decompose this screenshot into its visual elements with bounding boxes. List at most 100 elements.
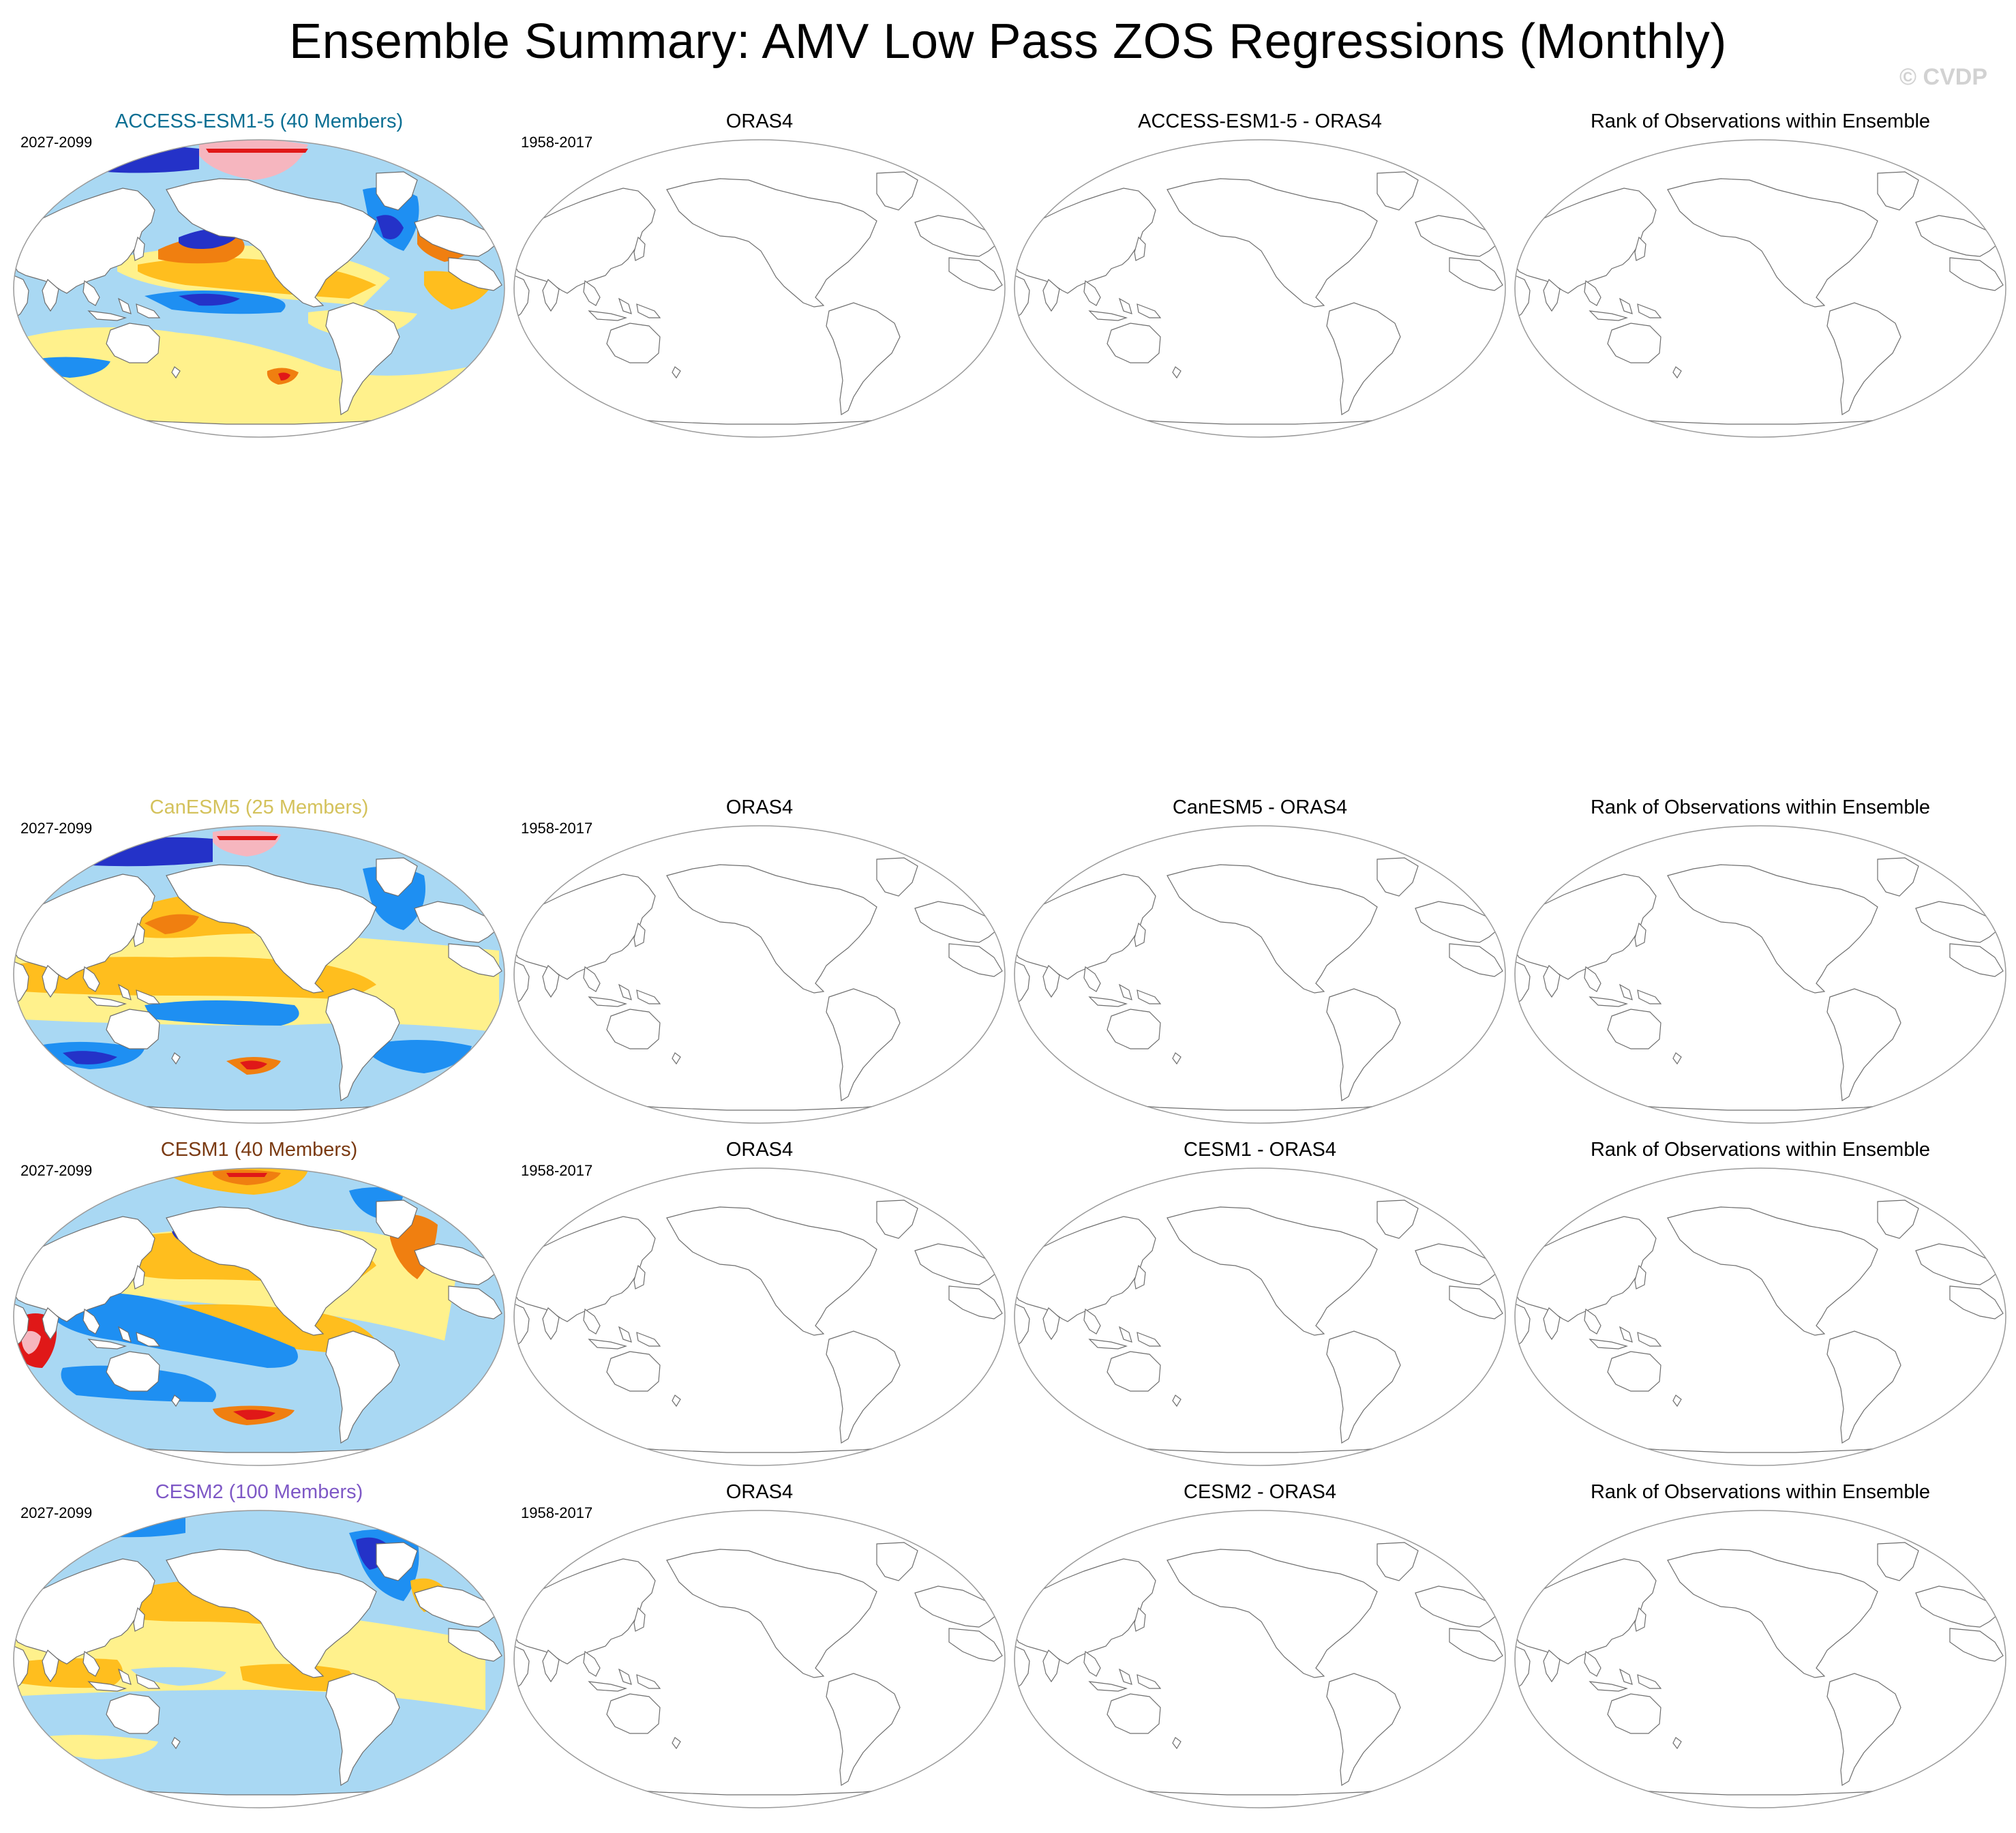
- robinson-map: [1514, 1167, 2006, 1466]
- robinson-map: [513, 139, 1006, 438]
- map-outline: [13, 1510, 505, 1808]
- panel-title: ORAS4: [725, 1139, 794, 1161]
- map-outline: [13, 1167, 505, 1466]
- difference-panel: CESM1 - ORAS4: [1009, 1139, 1511, 1473]
- field-contour: [363, 1040, 472, 1073]
- robinson-map: [513, 1510, 1006, 1808]
- coastlines: [514, 171, 1003, 437]
- period-label: 2027-2099: [20, 820, 93, 837]
- robinson-map: [1014, 139, 1506, 438]
- coastlines: [1515, 1542, 2004, 1808]
- robinson-map: [1014, 825, 1506, 1124]
- field-contour: [233, 1410, 275, 1420]
- difference-panel: ACCESS-ESM1-5 - ORAS4: [1009, 110, 1511, 445]
- map-outline: [1514, 825, 2006, 1124]
- map-outline: [1014, 139, 1506, 438]
- map-outline: [1014, 1167, 1506, 1466]
- coastlines: [1515, 171, 2004, 437]
- panel-title: CESM2 - ORAS4: [1184, 1481, 1336, 1503]
- period-label: 1958-2017: [521, 1504, 593, 1521]
- map-outline: [513, 825, 1006, 1124]
- period-label: 1958-2017: [521, 134, 593, 151]
- map-outline: [1514, 1167, 2006, 1466]
- panel-title: ACCESS-ESM1-5 - ORAS4: [1138, 110, 1382, 132]
- coastlines: [1014, 171, 1503, 437]
- rank-panel: Rank of Observations within Ensemble: [1509, 1139, 2011, 1473]
- model-panel: CESM1 (40 Members) 2027-2099: [8, 1139, 510, 1473]
- panel-title: ACCESS-ESM1-5 (40 Members): [115, 110, 404, 132]
- rank-panel: Rank of Observations within Ensemble: [1509, 796, 2011, 1131]
- panel-title: CanESM5 - ORAS4: [1172, 796, 1348, 818]
- panel-title: ORAS4: [725, 796, 794, 818]
- map-outline: [513, 139, 1006, 438]
- robinson-map: [13, 1510, 505, 1808]
- robinson-map: [13, 139, 505, 438]
- map-outline: [1014, 1510, 1506, 1808]
- panel-title: CESM1 (40 Members): [160, 1139, 358, 1161]
- field-contour: [21, 1330, 41, 1354]
- robinson-map: [513, 825, 1006, 1124]
- difference-panel: CanESM5 - ORAS4: [1009, 796, 1511, 1131]
- coastlines: [514, 1542, 1003, 1808]
- field-contour: [63, 1051, 117, 1064]
- panel-title: ORAS4: [725, 1481, 794, 1503]
- obs-panel: ORAS4 1958-2017: [509, 1481, 1010, 1815]
- map-outline: [1514, 1510, 2006, 1808]
- coastlines: [1515, 1199, 2004, 1465]
- obs-panel: ORAS4 1958-2017: [509, 110, 1010, 445]
- obs-panel: ORAS4 1958-2017: [509, 1139, 1010, 1473]
- panel-title: Rank of Observations within Ensemble: [1590, 796, 1931, 818]
- panel-title: CESM1 - ORAS4: [1184, 1139, 1336, 1161]
- field-contour: [226, 1173, 267, 1177]
- map-outline: [513, 1510, 1006, 1808]
- robinson-map: [1514, 139, 2006, 438]
- field-contour: [145, 914, 199, 934]
- field-contour: [376, 215, 404, 239]
- coastlines: [514, 857, 1003, 1123]
- coastlines: [514, 1199, 1003, 1465]
- field-contour: [206, 149, 308, 153]
- panel-title: CanESM5 (25 Members): [149, 796, 369, 818]
- page-title: Ensemble Summary: AMV Low Pass ZOS Regre…: [289, 14, 1727, 69]
- panel-title: Rank of Observations within Ensemble: [1590, 1139, 1931, 1161]
- robinson-map: [1014, 1510, 1506, 1808]
- panel-title: Rank of Observations within Ensemble: [1590, 1481, 1931, 1503]
- field-contour: [76, 837, 213, 867]
- coastlines: [1014, 857, 1503, 1123]
- map-outline: [1014, 825, 1506, 1124]
- field-contour: [240, 1060, 267, 1070]
- coastlines: [1515, 857, 2004, 1123]
- robinson-map: [13, 825, 505, 1124]
- period-label: 2027-2099: [20, 1504, 93, 1521]
- field-contour: [90, 146, 199, 173]
- period-label: 2027-2099: [20, 134, 93, 151]
- model-panel: CESM2 (100 Members) 2027-2099: [8, 1481, 510, 1815]
- panel-title: Rank of Observations within Ensemble: [1590, 110, 1931, 132]
- map-outline: [13, 139, 505, 438]
- obs-panel: ORAS4 1958-2017: [509, 796, 1010, 1131]
- map-outline: [513, 1167, 1006, 1466]
- model-panel: CanESM5 (25 Members) 2027-2099: [8, 796, 510, 1131]
- model-panel: ACCESS-ESM1-5 (40 Members) 2027-2099: [8, 110, 510, 445]
- field-contour: [49, 1293, 298, 1368]
- field-contour: [240, 1664, 354, 1691]
- robinson-map: [1514, 825, 2006, 1124]
- map-outline: [1514, 139, 2006, 438]
- coastlines: [1014, 1542, 1503, 1808]
- period-label: 2027-2099: [20, 1162, 93, 1179]
- rank-panel: Rank of Observations within Ensemble: [1509, 110, 2011, 445]
- period-label: 1958-2017: [521, 1162, 593, 1179]
- rank-panel: Rank of Observations within Ensemble: [1509, 1481, 2011, 1815]
- robinson-map: [513, 1167, 1006, 1466]
- period-label: 1958-2017: [521, 820, 593, 837]
- field-contour: [131, 1667, 226, 1686]
- map-outline: [13, 825, 505, 1124]
- robinson-map: [13, 1167, 505, 1466]
- robinson-map: [1514, 1510, 2006, 1808]
- coastlines: [1014, 1199, 1503, 1465]
- panel-title: ORAS4: [725, 110, 794, 132]
- field-contour: [217, 836, 278, 840]
- robinson-map: [1014, 1167, 1506, 1466]
- difference-panel: CESM2 - ORAS4: [1009, 1481, 1511, 1815]
- cvdp-credit: © CVDP: [1899, 64, 1987, 90]
